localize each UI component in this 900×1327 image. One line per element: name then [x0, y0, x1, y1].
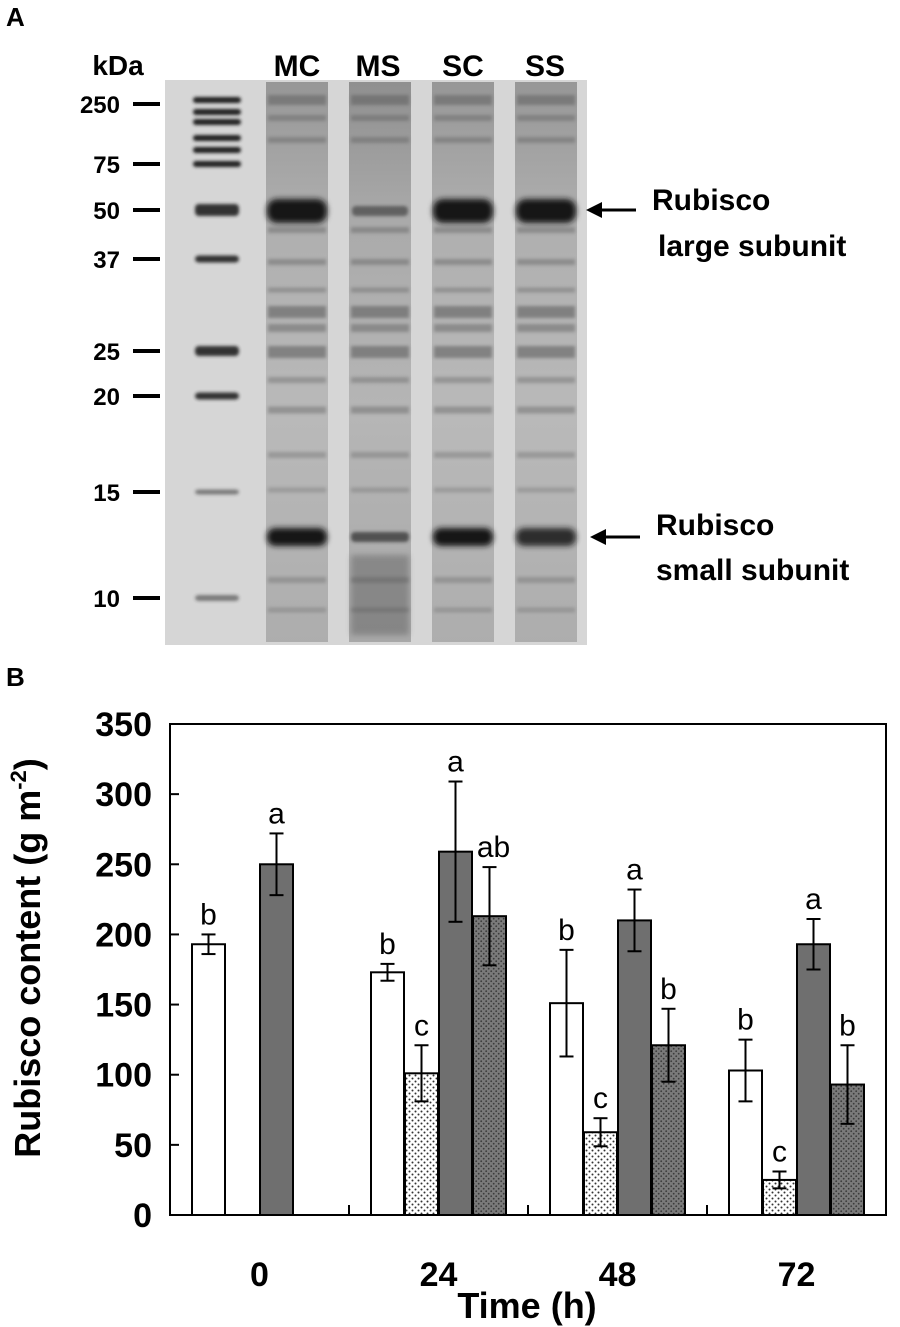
x-tick-label: 72	[778, 1256, 816, 1294]
significance-letter: c	[414, 1009, 429, 1042]
x-axis-label: Time (h)	[457, 1285, 596, 1326]
lane-label-ms: MS	[356, 50, 401, 83]
bar-s3-72	[796, 943, 831, 1217]
ladder-band	[193, 135, 241, 141]
large-subunit-label-2: large subunit	[658, 230, 846, 263]
marker-label: 50	[93, 198, 120, 225]
y-tick-label: 250	[95, 846, 152, 884]
marker-label: 250	[80, 92, 120, 119]
marker-label: 20	[93, 384, 120, 411]
ladder-band	[195, 392, 239, 400]
marker-50: 50	[93, 198, 160, 225]
significance-letter: c	[772, 1136, 787, 1169]
significance-letter: c	[593, 1082, 608, 1115]
ladder-band	[195, 489, 239, 495]
lane-label-mc: MC	[274, 50, 321, 83]
small-subunit-label-2: small subunit	[656, 554, 849, 587]
small-subunit-arrow	[590, 529, 640, 545]
x-tick-label: 0	[250, 1256, 269, 1294]
bar-s3-0	[259, 863, 294, 1216]
y-tick-label: 50	[114, 1127, 152, 1165]
small-subunit-label-1: Rubisco	[656, 509, 774, 542]
ladder-band	[193, 161, 241, 167]
significance-letter: a	[447, 746, 464, 779]
marker-label: 15	[93, 480, 120, 507]
significance-letter: b	[379, 928, 396, 961]
significance-letter: a	[268, 797, 285, 830]
marker-10: 10	[93, 586, 160, 613]
ladder-band	[193, 109, 241, 115]
gel-panel: 250 75 50 37 25 20 15 10 kDa MC MS SC SS Rubisc…	[80, 50, 849, 645]
x-tick-label: 48	[599, 1256, 637, 1294]
y-tick-label: 150	[95, 987, 152, 1025]
marker-75: 75	[93, 152, 160, 179]
significance-letter: ab	[477, 831, 510, 864]
bar-s1-24	[370, 971, 405, 1217]
ladder-band	[195, 204, 239, 216]
marker-label: 37	[93, 247, 120, 274]
kda-label: kDa	[92, 50, 144, 81]
marker-25: 25	[93, 339, 160, 366]
y-tick-label: 200	[95, 916, 152, 954]
marker-15: 15	[93, 480, 160, 507]
panel-a-label: A	[6, 2, 25, 32]
marker-20: 20	[93, 384, 160, 411]
significance-letter: b	[839, 1009, 856, 1042]
large-subunit-label-1: Rubisco	[652, 184, 770, 217]
y-tick-label: 350	[95, 706, 152, 744]
gel-lane-mc	[266, 82, 328, 642]
gel-lane-ms	[349, 82, 411, 642]
panel-b-label: B	[6, 662, 25, 692]
marker-250: 250	[80, 92, 160, 119]
marker-label: 25	[93, 339, 120, 366]
significance-letter: b	[200, 898, 217, 931]
lane-label-ss: SS	[525, 50, 565, 83]
ladder-band	[193, 147, 241, 153]
bar-s3-48	[617, 919, 652, 1217]
y-tick-label: 0	[133, 1197, 152, 1235]
ladder-band	[195, 595, 239, 601]
gel-lane-sc	[432, 82, 494, 642]
significance-letter: a	[626, 854, 643, 887]
marker-label: 10	[93, 586, 120, 613]
significance-letter: b	[660, 973, 677, 1006]
marker-label: 75	[93, 152, 120, 179]
y-tick-label: 100	[95, 1057, 152, 1095]
ladder-band	[193, 119, 241, 125]
significance-letter: b	[558, 914, 575, 947]
ladder-band	[193, 97, 241, 103]
y-tick-label: 300	[95, 776, 152, 814]
bar-s1-0	[191, 943, 226, 1217]
y-axis-label: Rubisco content (g m-2)	[6, 758, 48, 1158]
ladder-band	[195, 255, 239, 263]
significance-letter: a	[805, 883, 822, 916]
lane-label-sc: SC	[442, 50, 484, 83]
large-subunit-arrow	[586, 202, 636, 218]
x-tick-label: 24	[420, 1256, 458, 1294]
significance-letter: b	[737, 1004, 754, 1037]
ladder-band	[195, 346, 239, 356]
marker-37: 37	[93, 247, 160, 274]
gel-lane-ss	[515, 82, 577, 642]
